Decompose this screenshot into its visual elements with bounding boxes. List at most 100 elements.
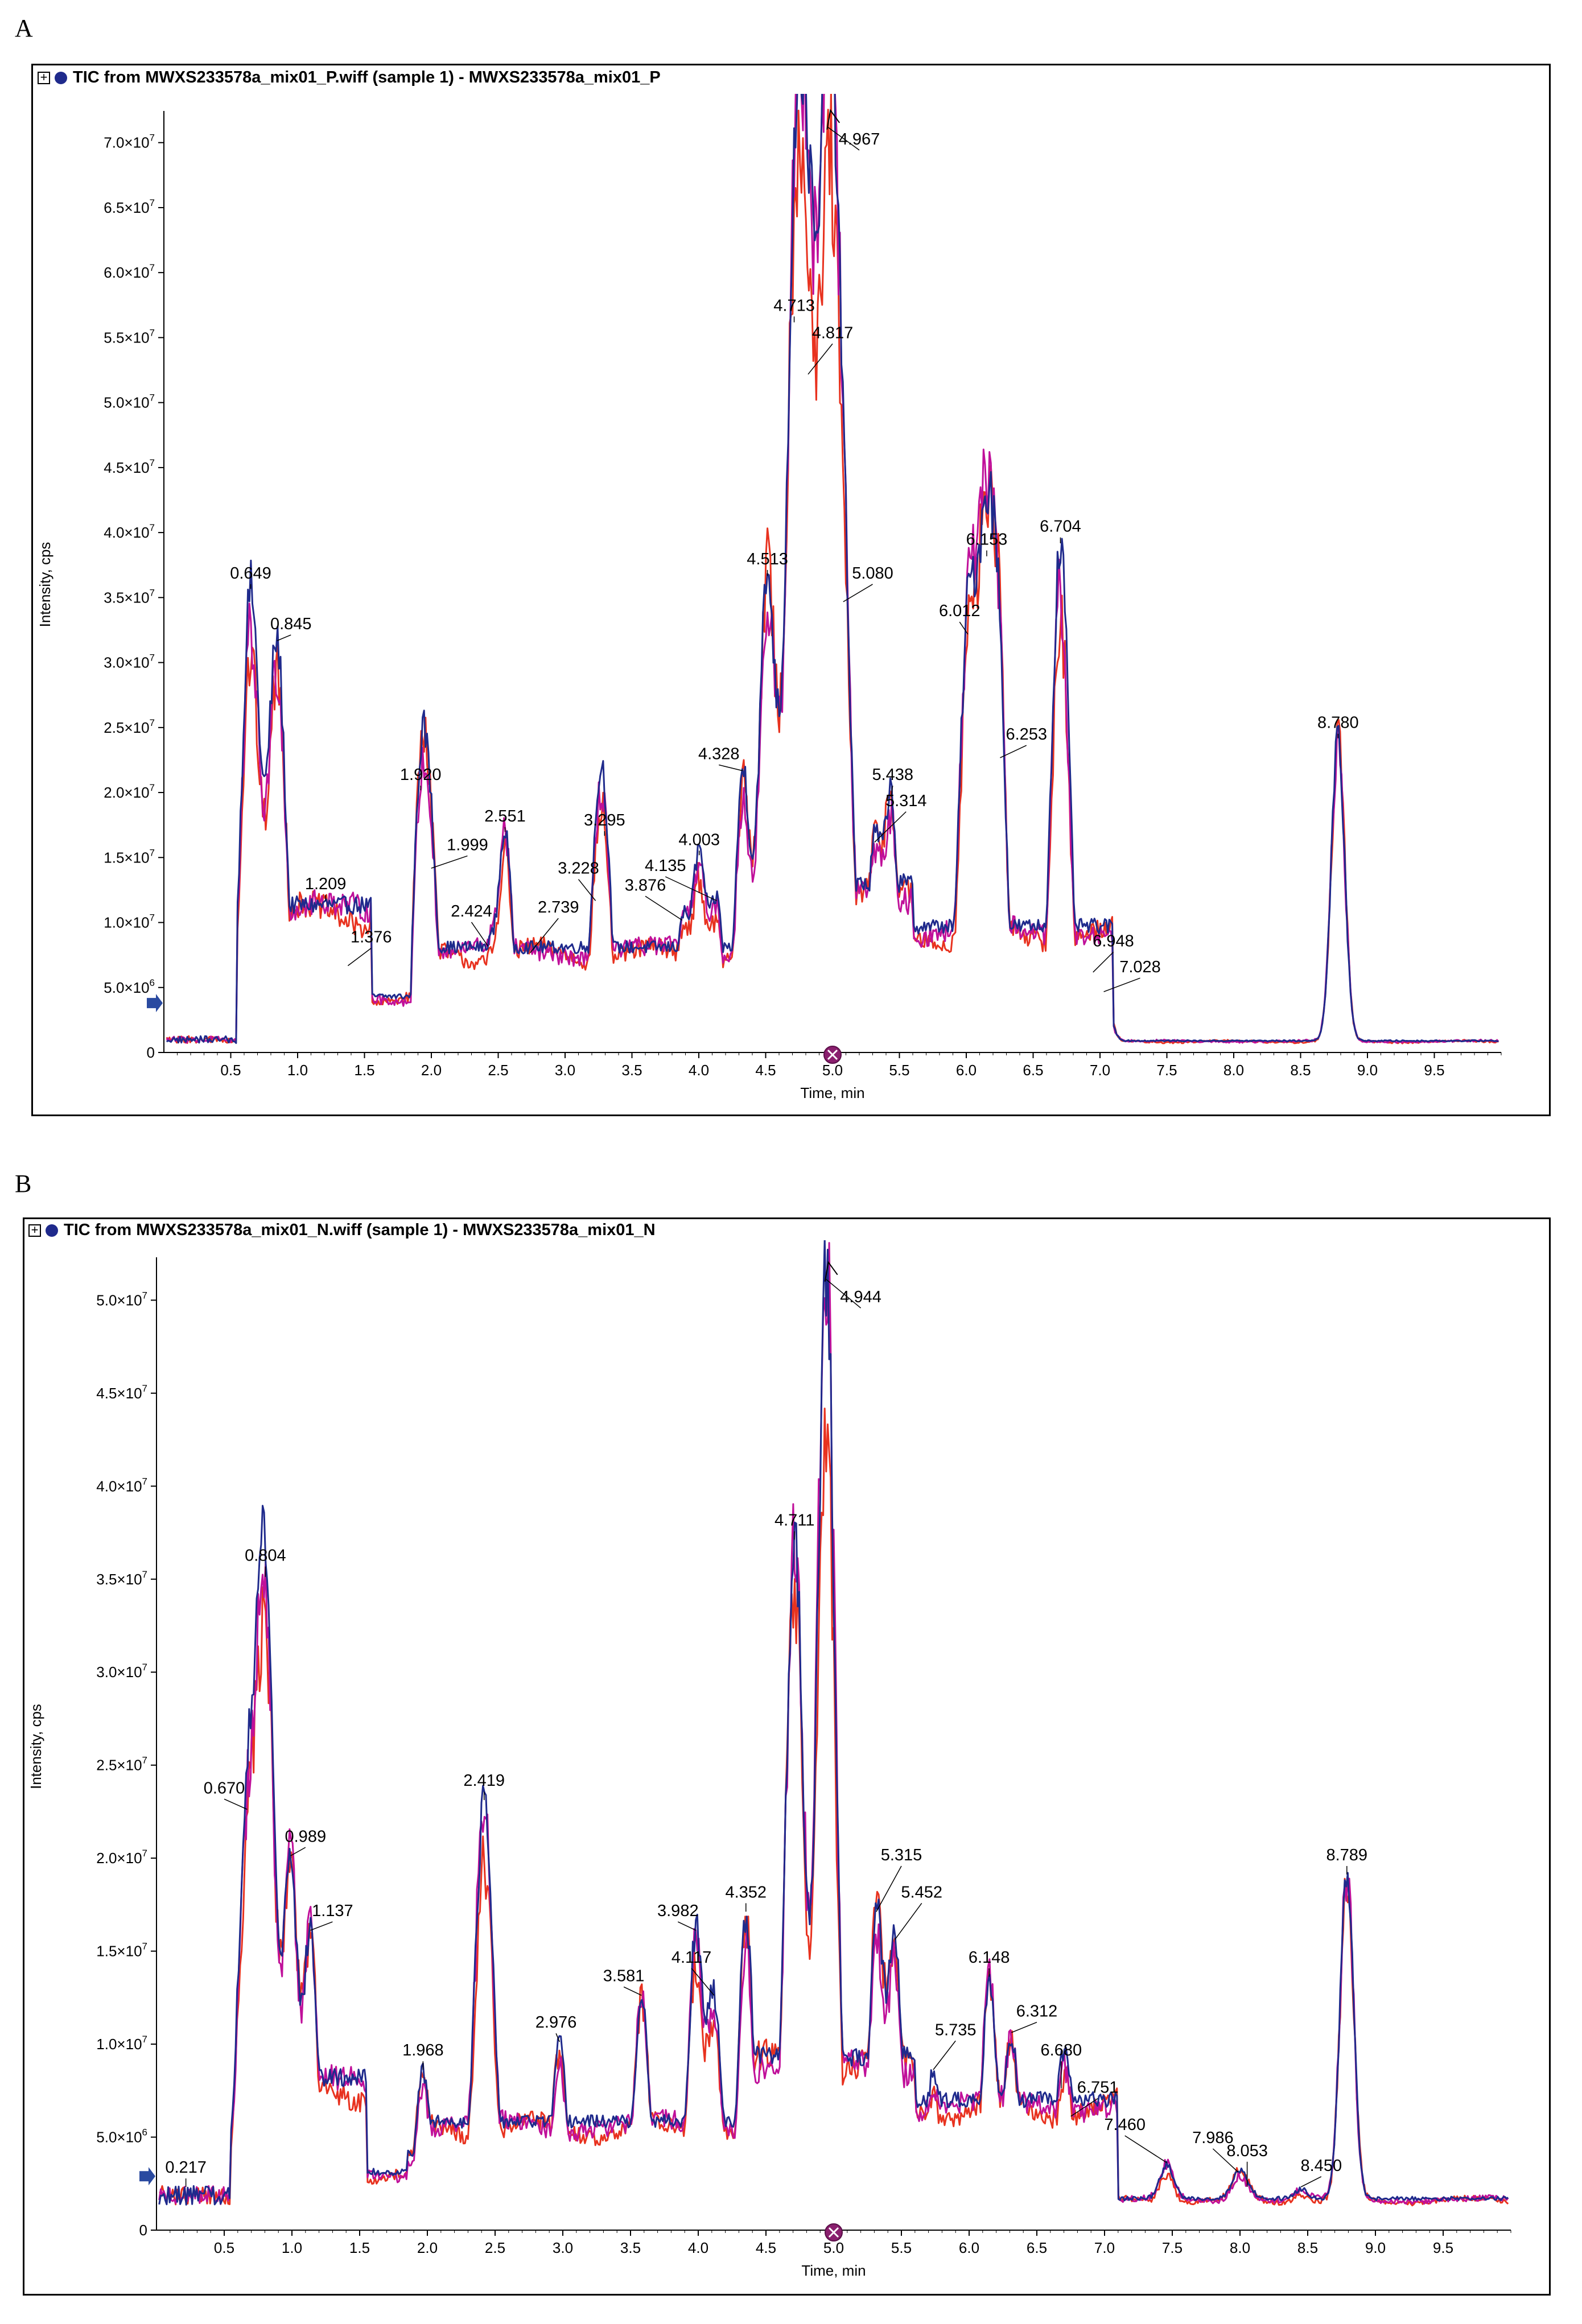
b-level-arrow-icon <box>139 2167 155 2186</box>
a-y-tick-label: 7.0×107 <box>104 133 155 151</box>
b-peak-label: 1.137 <box>312 1902 353 1920</box>
b-x-tick-label: 9.0 <box>1365 2239 1386 2256</box>
a-y-tick-label: 1.0×107 <box>104 913 155 931</box>
a-x-tick-label: 5.0 <box>822 1062 843 1079</box>
b-peak-label: 7.460 <box>1104 2116 1146 2134</box>
b-x-tick-label: 0.5 <box>214 2239 234 2256</box>
a-x-tick-label: 7.0 <box>1090 1062 1110 1079</box>
a-x-tick-label: 8.0 <box>1223 1062 1244 1079</box>
b-peak-label: 3.982 <box>657 1902 699 1920</box>
expand-icon[interactable]: + <box>38 71 50 84</box>
b-peak-leader <box>894 1902 922 1940</box>
a-peak-leader <box>1103 977 1140 992</box>
b-peak-leader <box>1124 2135 1167 2164</box>
b-x-tick-label: 5.5 <box>891 2239 912 2256</box>
b-peak-leader <box>1212 2148 1239 2173</box>
a-peak-leader <box>471 922 489 947</box>
a-level-arrow-icon <box>147 994 163 1013</box>
a-x-tick-label: 3.5 <box>621 1062 642 1079</box>
a-series-tic-red <box>166 94 1499 1045</box>
a-peak-leader <box>891 785 893 797</box>
a-x-tick-label: 4.0 <box>689 1062 709 1079</box>
a-y-axis-title: Intensity, cps <box>36 542 53 628</box>
a-x-tick-label: 2.0 <box>421 1062 442 1079</box>
b-x-tick-label: 2.0 <box>417 2239 438 2256</box>
a-peak-leader <box>578 879 596 901</box>
b-series-tic-magenta <box>158 1242 1509 2205</box>
a-x-tick-label: 9.0 <box>1357 1062 1378 1079</box>
b-y-tick-label: 4.5×107 <box>96 1383 147 1402</box>
a-peak-label: 3.295 <box>584 811 625 829</box>
a-peak-label: 4.817 <box>812 324 854 342</box>
b-peak-leader <box>826 1279 862 1308</box>
a-y-tick-label: 2.5×107 <box>104 717 155 736</box>
b-peak-leader <box>876 1865 902 1912</box>
b-apex-marker <box>824 1261 838 1282</box>
a-peak-leader <box>347 948 372 967</box>
b-x-tick-label: 3.0 <box>553 2239 573 2256</box>
a-x-tick-label: 3.0 <box>555 1062 575 1079</box>
b-x-tick-label: 7.0 <box>1094 2239 1115 2256</box>
b-x-axis-title: Time, min <box>801 2262 866 2279</box>
a-peak-leader <box>1093 951 1114 973</box>
b-x-tick-label: 3.5 <box>620 2239 641 2256</box>
a-peak-leader <box>1000 745 1027 758</box>
a-peak-leader <box>808 343 833 375</box>
a-peak-label: 4.967 <box>839 130 880 148</box>
panel-b-header: + TIC from MWXS233578a_mix01_N.wiff (sam… <box>28 1221 656 1240</box>
a-peak-leader <box>665 876 718 901</box>
a-peak-label: 2.551 <box>484 807 526 825</box>
a-y-tick-label: 1.5×107 <box>104 847 155 866</box>
b-y-tick-label: 3.5×107 <box>96 1569 147 1588</box>
b-time-cursor-cross <box>828 2227 839 2238</box>
a-y-tick-label: 5.0×107 <box>104 393 155 411</box>
a-peak-label: 6.704 <box>1040 518 1081 536</box>
b-peak-label: 6.751 <box>1077 2079 1119 2097</box>
b-x-tick-label: 8.0 <box>1230 2239 1250 2256</box>
a-peak-label: 5.438 <box>872 766 913 784</box>
series-dot-icon <box>46 1224 58 1237</box>
a-peak-leader <box>431 855 468 869</box>
b-peak-label: 5.315 <box>881 1846 922 1864</box>
b-y-tick-label: 1.5×107 <box>96 1941 147 1960</box>
b-peak-leader <box>1070 2098 1098 2117</box>
b-y-tick-label: 4.0×107 <box>96 1476 147 1495</box>
a-peak-label: 6.948 <box>1093 932 1134 951</box>
b-y-tick-label: 2.5×107 <box>96 1755 147 1774</box>
b-peak-label: 6.680 <box>1041 2041 1082 2059</box>
a-x-tick-label: 2.5 <box>488 1062 508 1079</box>
a-peak-label: 0.649 <box>230 564 271 583</box>
a-peak-leader <box>645 895 683 921</box>
b-peak-label: 6.312 <box>1016 2003 1058 2021</box>
b-x-tick-label: 4.5 <box>756 2239 776 2256</box>
b-y-tick-label: 0 <box>139 2222 147 2239</box>
a-x-tick-label: 0.5 <box>220 1062 241 1079</box>
b-peak-label: 8.789 <box>1326 1846 1367 1864</box>
a-x-tick-label: 8.5 <box>1290 1062 1311 1079</box>
b-x-tick-label: 7.5 <box>1162 2239 1183 2256</box>
b-peak-label: 2.419 <box>463 1772 505 1790</box>
b-y-tick-label: 5.0×106 <box>96 2127 147 2146</box>
a-x-tick-label: 7.5 <box>1156 1062 1177 1079</box>
a-peak-leader <box>827 127 860 151</box>
a-peak-leader <box>530 918 559 953</box>
a-y-tick-label: 4.0×107 <box>104 522 155 541</box>
a-peak-leader <box>277 634 291 642</box>
panel-a-title: TIC from MWXS233578a_mix01_P.wiff (sampl… <box>73 68 661 86</box>
b-peak-leader <box>224 1798 248 1810</box>
a-peak-label: 1.209 <box>305 875 347 893</box>
a-peak-label: 2.424 <box>451 902 492 920</box>
a-time-cursor-cross <box>827 1049 838 1060</box>
b-peak-leader <box>1011 2021 1037 2033</box>
b-peak-label: 4.944 <box>840 1288 881 1306</box>
b-peak-label: 5.452 <box>901 1883 942 1901</box>
expand-icon[interactable]: + <box>28 1223 41 1237</box>
a-x-tick-label: 1.5 <box>354 1062 374 1079</box>
b-peak-leader <box>623 1986 642 1996</box>
a-peak-label: 0.845 <box>270 615 312 633</box>
b-x-tick-label: 1.0 <box>282 2239 302 2256</box>
a-peak-leader <box>959 621 969 635</box>
a-y-tick-label: 3.5×107 <box>104 587 155 606</box>
a-y-tick-label: 2.0×107 <box>104 782 155 801</box>
